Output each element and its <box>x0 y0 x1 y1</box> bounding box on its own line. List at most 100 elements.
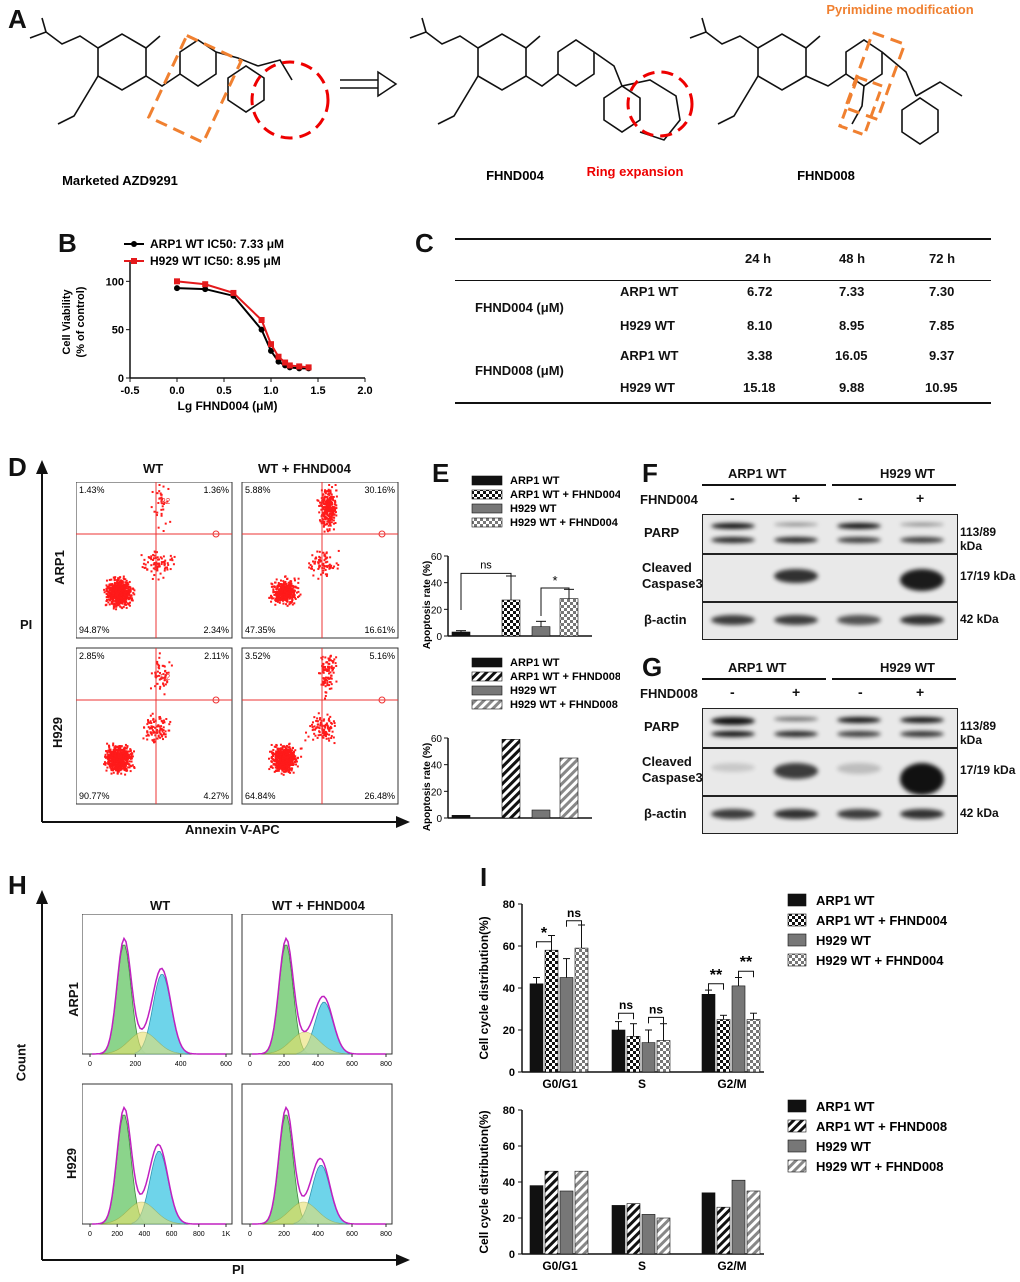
table-cell: 10.95 <box>925 380 958 395</box>
flow-event <box>119 585 122 588</box>
blot-sign: + <box>792 684 801 700</box>
flow-event <box>163 679 166 682</box>
flow-event <box>149 687 152 690</box>
y-axis-label: Cell cycle distribution(%) <box>477 1110 491 1253</box>
flow-event <box>110 583 113 586</box>
flow-event <box>159 497 162 500</box>
flow-event <box>112 576 115 579</box>
flow-event <box>128 580 131 583</box>
flow-event <box>286 588 289 591</box>
flow-event <box>323 515 326 518</box>
legend-label: H929 WT <box>816 1139 871 1154</box>
flow-event <box>268 596 271 599</box>
flow-event <box>107 753 110 756</box>
flow-event <box>285 603 288 606</box>
flow-event <box>326 504 329 507</box>
flow-event <box>156 682 159 685</box>
blot-cell-line <box>702 678 826 680</box>
flow-event <box>159 572 162 575</box>
category-label: G2/M <box>717 1259 746 1273</box>
quad-ur: 30.16% <box>364 485 395 495</box>
flow-event <box>278 584 281 587</box>
flow-event <box>291 764 294 767</box>
gate-label: R2 <box>160 673 171 682</box>
flow-event <box>113 767 116 770</box>
table-cell: 3.38 <box>747 348 773 363</box>
flow-event <box>274 603 277 606</box>
category-label: S <box>638 1259 646 1273</box>
blot-sign: - <box>858 684 863 700</box>
flow-event <box>124 764 127 767</box>
x-tick-label: -0.5 <box>121 385 140 397</box>
blot-band <box>837 731 881 737</box>
flow-event <box>107 758 110 761</box>
flow-event <box>316 499 319 502</box>
flow-event <box>293 594 296 597</box>
bar <box>544 1170 559 1255</box>
flow-event <box>308 566 311 569</box>
flow-event <box>330 674 333 677</box>
flow-event <box>331 507 334 510</box>
flow-event <box>284 770 287 773</box>
flow-event <box>286 598 289 601</box>
flow-event <box>161 498 164 501</box>
flow-event <box>277 767 280 770</box>
flow-event <box>293 585 296 588</box>
flow-event <box>160 500 163 503</box>
flow-event <box>323 669 326 672</box>
flow-event <box>123 596 126 599</box>
quad-lr: 4.27% <box>203 791 229 801</box>
flow-event <box>330 496 333 499</box>
flow-event <box>128 589 131 592</box>
legend-label: ARP1 WT <box>816 1099 875 1114</box>
flow-plot: R2 1.43% 1.36% 94.87% 2.34% <box>76 482 233 639</box>
flow-event <box>319 556 322 559</box>
flow-event <box>120 584 123 587</box>
flow-event <box>157 734 160 737</box>
flow-event <box>287 746 290 749</box>
legend-label: H929 WT + FHND004 <box>816 953 944 968</box>
flow-event <box>289 585 292 588</box>
flow-event <box>124 756 127 759</box>
flow-event <box>150 555 153 558</box>
flow-event <box>281 745 284 748</box>
compound-fhnd008-name: FHND008 <box>797 168 855 183</box>
flow-event <box>129 589 132 592</box>
flow-event <box>282 759 285 762</box>
flow-event <box>289 593 292 596</box>
data-point <box>268 341 274 348</box>
flow-event <box>150 727 153 730</box>
flow-event <box>122 586 125 589</box>
flow-event <box>159 556 162 559</box>
flow-event <box>280 748 283 751</box>
flow-event <box>121 599 124 602</box>
sig-bracket <box>618 1012 634 1020</box>
flow-event <box>325 510 328 513</box>
flow-event <box>163 563 166 566</box>
flow-event <box>311 723 314 726</box>
flow-event <box>122 756 125 759</box>
flow-event <box>119 605 122 608</box>
sig-bracket <box>738 970 754 978</box>
flow-event <box>282 594 285 597</box>
flow-event <box>158 715 161 718</box>
blot-band <box>774 615 818 625</box>
flow-event <box>327 517 330 520</box>
flow-event <box>161 735 164 738</box>
flow-event <box>317 734 320 737</box>
flow-event <box>158 717 161 720</box>
flow-event <box>127 598 130 601</box>
blot-band <box>837 615 881 625</box>
flow-event <box>292 753 295 756</box>
quad-ul: 3.52% <box>245 651 271 661</box>
flow-event <box>109 766 112 769</box>
flow-event <box>298 595 301 598</box>
flow-event <box>123 589 126 592</box>
flow-event <box>128 766 131 769</box>
azd9291-structure <box>29 17 293 125</box>
flow-event <box>335 507 338 510</box>
flow-event <box>129 594 132 597</box>
flow-event <box>119 758 122 761</box>
flow-event <box>317 562 320 565</box>
flow-event <box>120 759 123 762</box>
